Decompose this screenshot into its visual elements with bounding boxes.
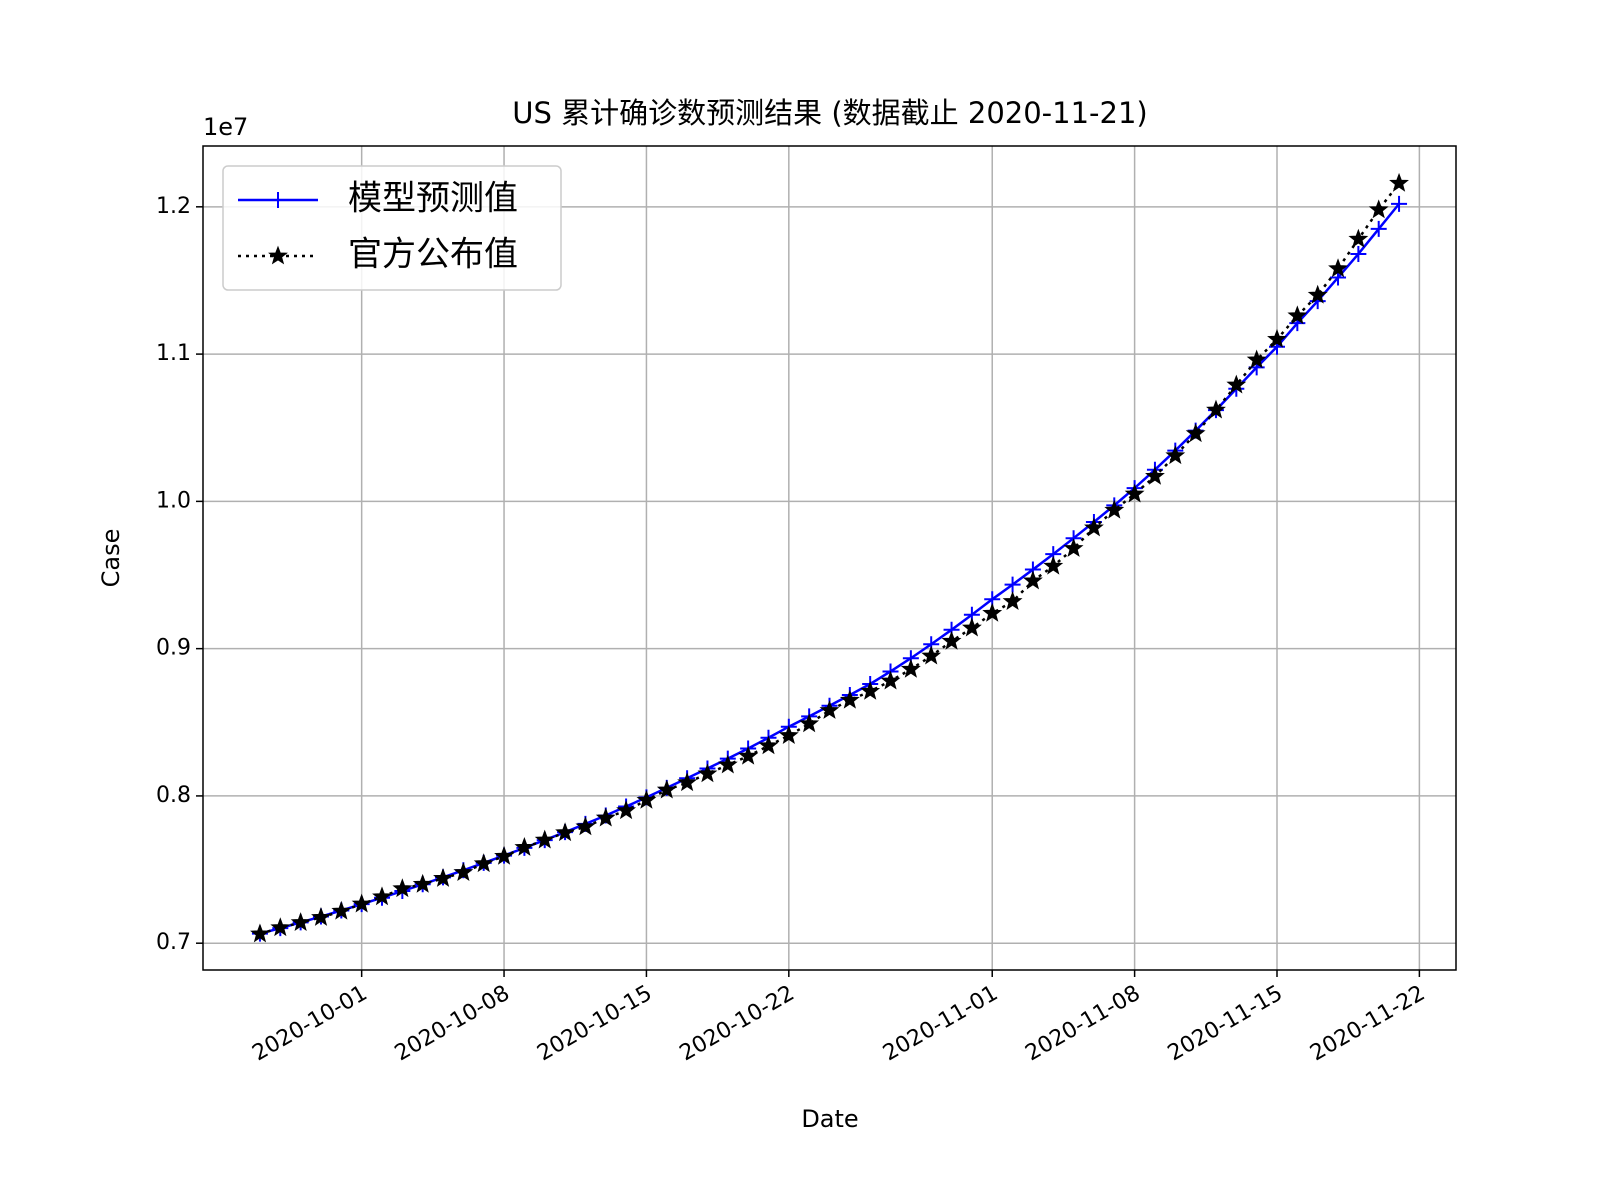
data-point bbox=[941, 630, 962, 650]
y-tick-label: 1.2 bbox=[156, 194, 191, 219]
data-point bbox=[1022, 570, 1043, 590]
data-point bbox=[1287, 305, 1308, 325]
data-point bbox=[1246, 349, 1267, 369]
data-point bbox=[494, 845, 514, 865]
data-point bbox=[880, 670, 901, 690]
data-point bbox=[677, 772, 698, 792]
data-point bbox=[799, 713, 820, 733]
data-point bbox=[575, 816, 596, 836]
data-point bbox=[1368, 199, 1389, 219]
data-point bbox=[392, 878, 413, 898]
data-point bbox=[839, 689, 860, 709]
data-point bbox=[1185, 423, 1206, 443]
data-point bbox=[656, 779, 677, 799]
data-point bbox=[717, 754, 738, 774]
data-point bbox=[860, 680, 881, 700]
data-point bbox=[1104, 499, 1125, 519]
data-point bbox=[595, 807, 616, 827]
data-point bbox=[1063, 538, 1084, 557]
data-point bbox=[1370, 220, 1387, 237]
y-tick-label: 0.7 bbox=[156, 930, 191, 955]
x-axis-label: Date bbox=[801, 1105, 858, 1133]
data-point bbox=[1004, 576, 1021, 593]
legend-label: 官方公布值 bbox=[348, 235, 518, 275]
legend-marker bbox=[268, 245, 288, 265]
data-point bbox=[961, 617, 982, 637]
y-tick-label: 1.0 bbox=[156, 488, 191, 513]
plot-frame bbox=[202, 145, 1457, 971]
data-point bbox=[1145, 465, 1165, 485]
data-point bbox=[250, 923, 270, 943]
data-point bbox=[1002, 591, 1023, 610]
data-point bbox=[758, 735, 779, 755]
data-point bbox=[412, 873, 433, 893]
y-axis-label: Case bbox=[97, 529, 125, 588]
legend-frame bbox=[222, 165, 562, 291]
data-point bbox=[534, 829, 555, 849]
data-point bbox=[921, 645, 942, 665]
legend-label: 模型预测值 bbox=[348, 179, 518, 219]
data-point bbox=[290, 912, 311, 932]
data-point bbox=[1084, 517, 1104, 537]
data-point bbox=[372, 886, 392, 906]
y-tick-label: 0.9 bbox=[156, 636, 191, 661]
data-point bbox=[819, 700, 840, 719]
data-point bbox=[900, 658, 921, 678]
data-point bbox=[351, 893, 372, 913]
data-point bbox=[555, 822, 575, 842]
y-tick-label: 0.8 bbox=[156, 783, 191, 808]
data-point bbox=[1391, 195, 1408, 212]
data-point bbox=[1328, 258, 1348, 278]
data-point bbox=[616, 800, 637, 820]
data-point bbox=[270, 917, 291, 937]
y-tick-label: 1.1 bbox=[156, 341, 191, 366]
data-point bbox=[982, 602, 1003, 622]
data-point bbox=[1206, 399, 1226, 419]
data-point bbox=[311, 906, 331, 926]
data-point bbox=[1226, 374, 1247, 394]
data-point bbox=[1389, 172, 1409, 192]
chart-title: US 累计确诊数预测结果 (数据截止 2020-11-21) bbox=[512, 96, 1147, 130]
data-point bbox=[778, 725, 799, 744]
data-point bbox=[697, 763, 718, 783]
data-point bbox=[1124, 483, 1145, 503]
data-point bbox=[1165, 445, 1186, 465]
data-point bbox=[331, 900, 352, 920]
data-point bbox=[1267, 328, 1287, 348]
y-offset-label: 1e7 bbox=[203, 113, 248, 141]
data-point bbox=[473, 853, 494, 873]
data-point bbox=[1350, 245, 1367, 262]
data-point bbox=[636, 789, 657, 809]
legend-marker bbox=[270, 192, 286, 208]
data-point bbox=[1307, 284, 1328, 304]
data-point bbox=[1348, 228, 1369, 248]
data-point bbox=[514, 837, 535, 856]
data-point bbox=[453, 862, 474, 881]
data-point bbox=[433, 867, 453, 887]
series-line bbox=[259, 182, 1401, 936]
data-point bbox=[1043, 555, 1064, 575]
data-point bbox=[738, 745, 759, 765]
